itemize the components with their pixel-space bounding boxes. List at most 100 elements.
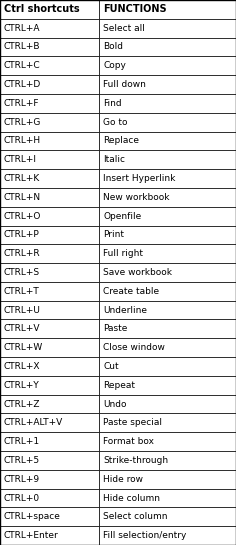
Bar <box>0 19 99 38</box>
Text: FUNCTIONS: FUNCTIONS <box>103 4 167 14</box>
Text: Paste: Paste <box>103 324 127 334</box>
Text: Underline: Underline <box>103 306 147 314</box>
Bar <box>0 0 99 19</box>
Text: New workbook: New workbook <box>103 193 170 202</box>
Text: CTRL+B: CTRL+B <box>4 43 41 51</box>
Text: CTRL+T: CTRL+T <box>4 287 40 296</box>
Bar <box>0 282 99 301</box>
Text: Hide column: Hide column <box>103 494 160 502</box>
Text: Replace: Replace <box>103 136 139 146</box>
Bar <box>0 357 99 376</box>
Text: CTRL+R: CTRL+R <box>4 249 41 258</box>
Text: Go to: Go to <box>103 118 128 126</box>
Text: CTRL+5: CTRL+5 <box>4 456 40 465</box>
Bar <box>0 470 99 489</box>
Bar <box>0 169 99 188</box>
Bar <box>0 319 99 338</box>
Bar <box>0 414 99 432</box>
Bar <box>0 94 99 113</box>
Text: CTRL+S: CTRL+S <box>4 268 40 277</box>
Bar <box>0 263 99 282</box>
Text: Undo: Undo <box>103 399 127 409</box>
Text: Fill selection/entry: Fill selection/entry <box>103 531 186 540</box>
Text: Bold: Bold <box>103 43 123 51</box>
Text: Copy: Copy <box>103 61 126 70</box>
Text: Find: Find <box>103 99 122 108</box>
Text: Repeat: Repeat <box>103 381 135 390</box>
Bar <box>99 169 236 188</box>
Text: CTRL+P: CTRL+P <box>4 231 40 239</box>
Text: CTRL+9: CTRL+9 <box>4 475 40 484</box>
Bar <box>0 207 99 226</box>
Bar <box>0 38 99 56</box>
Bar <box>0 301 99 319</box>
Text: Select all: Select all <box>103 23 145 33</box>
Text: Close window: Close window <box>103 343 165 352</box>
Text: Openfile: Openfile <box>103 211 141 221</box>
Bar <box>99 507 236 526</box>
Bar <box>99 75 236 94</box>
Bar <box>99 451 236 470</box>
Text: CTRL+H: CTRL+H <box>4 136 41 146</box>
Text: CTRL+0: CTRL+0 <box>4 494 40 502</box>
Text: Cut: Cut <box>103 362 119 371</box>
Bar <box>99 0 236 19</box>
Bar <box>99 395 236 414</box>
Text: Strike-through: Strike-through <box>103 456 168 465</box>
Text: CTRL+D: CTRL+D <box>4 80 41 89</box>
Bar <box>0 113 99 131</box>
Bar <box>0 226 99 244</box>
Text: CTRL+Enter: CTRL+Enter <box>4 531 59 540</box>
Text: Insert Hyperlink: Insert Hyperlink <box>103 174 176 183</box>
Text: CTRL+F: CTRL+F <box>4 99 39 108</box>
Text: Create table: Create table <box>103 287 159 296</box>
Bar <box>0 131 99 150</box>
Bar <box>0 188 99 207</box>
Bar <box>0 507 99 526</box>
Bar <box>99 489 236 507</box>
Bar <box>0 338 99 357</box>
Bar <box>99 263 236 282</box>
Text: CTRL+A: CTRL+A <box>4 23 41 33</box>
Bar <box>99 470 236 489</box>
Bar <box>99 357 236 376</box>
Bar <box>99 113 236 131</box>
Text: CTRL+N: CTRL+N <box>4 193 41 202</box>
Bar <box>0 75 99 94</box>
Text: Hide row: Hide row <box>103 475 143 484</box>
Text: CTRL+I: CTRL+I <box>4 155 37 164</box>
Bar <box>99 131 236 150</box>
Text: Italic: Italic <box>103 155 125 164</box>
Bar <box>99 150 236 169</box>
Bar <box>0 376 99 395</box>
Text: Full down: Full down <box>103 80 146 89</box>
Bar <box>99 414 236 432</box>
Text: Ctrl shortcuts: Ctrl shortcuts <box>4 4 80 14</box>
Bar <box>99 226 236 244</box>
Bar <box>99 38 236 56</box>
Text: CTRL+1: CTRL+1 <box>4 437 40 446</box>
Text: Paste special: Paste special <box>103 419 162 427</box>
Text: Save workbook: Save workbook <box>103 268 172 277</box>
Bar <box>0 395 99 414</box>
Text: CTRL+X: CTRL+X <box>4 362 41 371</box>
Text: CTRL+O: CTRL+O <box>4 211 41 221</box>
Text: Full right: Full right <box>103 249 143 258</box>
Bar <box>0 244 99 263</box>
Bar <box>99 244 236 263</box>
Bar <box>0 56 99 75</box>
Text: CTRL+W: CTRL+W <box>4 343 43 352</box>
Bar <box>0 526 99 545</box>
Bar <box>99 319 236 338</box>
Text: CTRL+space: CTRL+space <box>4 512 61 522</box>
Bar <box>99 188 236 207</box>
Text: CTRL+Z: CTRL+Z <box>4 399 41 409</box>
Bar <box>99 338 236 357</box>
Text: CTRL+U: CTRL+U <box>4 306 41 314</box>
Bar <box>99 376 236 395</box>
Bar <box>99 56 236 75</box>
Bar <box>99 526 236 545</box>
Bar <box>99 19 236 38</box>
Text: CTRL+ALT+V: CTRL+ALT+V <box>4 419 63 427</box>
Text: Print: Print <box>103 231 124 239</box>
